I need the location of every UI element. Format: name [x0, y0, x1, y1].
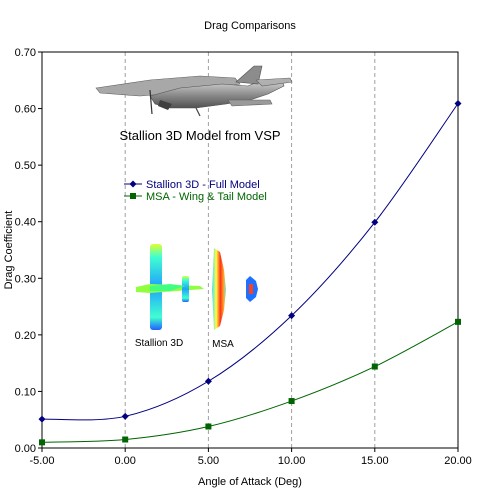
data-point [205, 423, 212, 430]
legend-item-stallion: Stallion 3D - Full Model [124, 179, 260, 191]
y-tick-labels: 0.00 0.10 0.20 0.30 0.40 0.50 0.60 0.70 [15, 47, 36, 455]
data-series [38, 99, 462, 446]
x-tick-label: 5.00 [198, 455, 219, 467]
data-point [39, 439, 45, 446]
legend: Stallion 3D - Full Model MSA - Wing & Ta… [124, 179, 267, 203]
x-tick-label: 10.00 [278, 455, 306, 467]
msa-image-label: MSA [212, 339, 234, 350]
data-point [288, 398, 295, 405]
y-tick-label: 0.70 [15, 47, 36, 59]
legend-label-stallion: Stallion 3D - Full Model [146, 179, 260, 191]
data-point [38, 415, 46, 423]
y-axis-label: Drag Coefficient [3, 211, 15, 290]
x-tick-labels: -5.00 0.00 5.00 10.00 15.00 20.00 [29, 455, 471, 467]
legend-marker-diamond [129, 180, 137, 188]
y-tick-label: 0.40 [15, 217, 36, 229]
x-tick-label: -5.00 [29, 455, 54, 467]
data-point [371, 363, 378, 370]
series-msa [39, 318, 461, 446]
legend-label-msa: MSA - Wing & Tail Model [146, 191, 267, 203]
x-axis-label: Angle of Attack (Deg) [198, 476, 302, 488]
model-caption: Stallion 3D Model from VSP [119, 128, 280, 143]
x-tick-label: 20.00 [444, 455, 472, 467]
airplane-model-image [95, 65, 293, 117]
x-tick-label: 15.00 [361, 455, 389, 467]
y-tick-label: 0.60 [15, 104, 36, 116]
legend-marker-square [130, 193, 136, 199]
axes [38, 51, 459, 452]
grid-lines [124, 52, 376, 448]
y-tick-label: 0.50 [15, 160, 36, 172]
stallion-cfd-image [136, 244, 204, 330]
legend-item-msa: MSA - Wing & Tail Model [124, 191, 267, 203]
series-stallion [38, 99, 462, 423]
y-tick-label: 0.00 [15, 443, 36, 455]
plot-frame [41, 51, 459, 449]
data-point [121, 412, 129, 420]
y-tick-label: 0.10 [15, 386, 36, 398]
data-point [288, 312, 296, 320]
data-point [454, 99, 462, 107]
data-point [204, 377, 212, 385]
data-point [371, 218, 379, 226]
data-point [122, 436, 129, 443]
chart-title: Drag Comparisons [204, 20, 296, 32]
msa-cfd-image [212, 248, 258, 330]
data-point [455, 318, 461, 325]
y-tick-label: 0.30 [15, 273, 36, 285]
series-line [41, 103, 459, 421]
series-line [41, 321, 459, 443]
stallion-image-label: Stallion 3D [135, 338, 183, 349]
x-tick-label: 0.00 [114, 455, 135, 467]
y-tick-label: 0.20 [15, 330, 36, 342]
